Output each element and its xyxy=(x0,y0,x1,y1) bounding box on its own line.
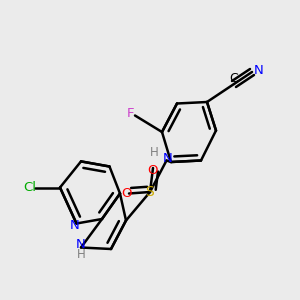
Text: H: H xyxy=(76,248,85,261)
Text: F: F xyxy=(127,106,134,120)
Text: N: N xyxy=(254,64,263,77)
Text: O: O xyxy=(121,187,131,200)
Text: C: C xyxy=(230,72,238,85)
Text: S: S xyxy=(146,185,154,199)
Text: N: N xyxy=(76,238,86,251)
Text: Cl: Cl xyxy=(23,181,37,194)
Text: N: N xyxy=(70,219,80,232)
Text: H: H xyxy=(149,146,158,160)
Text: O: O xyxy=(148,164,158,178)
Text: N: N xyxy=(163,152,173,165)
